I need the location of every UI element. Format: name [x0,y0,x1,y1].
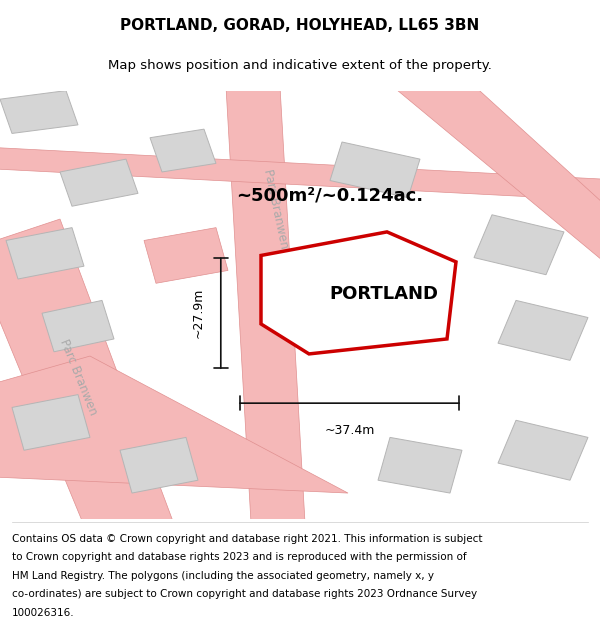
Text: co-ordinates) are subject to Crown copyright and database rights 2023 Ordnance S: co-ordinates) are subject to Crown copyr… [12,589,477,599]
Polygon shape [498,301,588,361]
Polygon shape [0,219,180,540]
Text: 100026316.: 100026316. [12,608,74,618]
Polygon shape [378,438,462,493]
Text: ~500m²/~0.124ac.: ~500m²/~0.124ac. [236,186,424,204]
Polygon shape [474,215,564,275]
Text: Parc Branwen: Parc Branwen [261,168,291,249]
Polygon shape [0,146,600,202]
Text: HM Land Registry. The polygons (including the associated geometry, namely x, y: HM Land Registry. The polygons (includin… [12,571,434,581]
Text: to Crown copyright and database rights 2023 and is reproduced with the permissio: to Crown copyright and database rights 2… [12,552,467,562]
Polygon shape [144,228,228,283]
Polygon shape [0,91,78,133]
Polygon shape [120,438,198,493]
Polygon shape [498,420,588,480]
Text: PORTLAND: PORTLAND [329,286,438,303]
Polygon shape [12,394,90,450]
Polygon shape [0,356,348,493]
Text: Parc Branwen: Parc Branwen [57,338,99,418]
Text: ~37.4m: ~37.4m [325,424,374,438]
Text: ~27.9m: ~27.9m [191,288,205,338]
Text: Map shows position and indicative extent of the property.: Map shows position and indicative extent… [108,59,492,72]
Polygon shape [150,129,216,172]
Polygon shape [60,159,138,206]
Text: PORTLAND, GORAD, HOLYHEAD, LL65 3BN: PORTLAND, GORAD, HOLYHEAD, LL65 3BN [121,18,479,33]
Polygon shape [42,301,114,352]
Polygon shape [330,142,420,198]
Polygon shape [225,69,306,540]
Polygon shape [6,228,84,279]
Polygon shape [261,232,456,354]
Polygon shape [372,69,600,283]
Text: Contains OS data © Crown copyright and database right 2021. This information is : Contains OS data © Crown copyright and d… [12,534,482,544]
